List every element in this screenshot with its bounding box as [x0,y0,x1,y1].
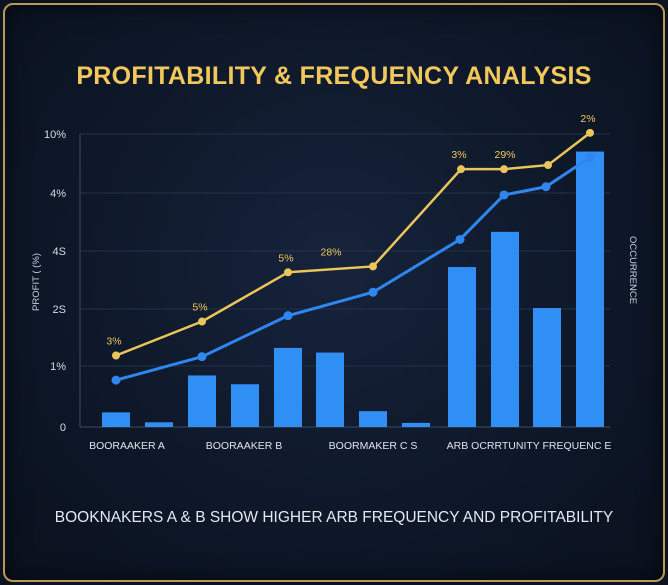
series-line-frequency [115,156,591,382]
point-frequency [541,182,551,192]
data-label: 5% [192,302,207,314]
y-tick-label: 4S [53,246,66,258]
bar [316,352,344,427]
point-profitability [586,128,594,137]
point-profitability [112,351,120,360]
data-label: 2% [580,113,595,125]
series-line-profitability [115,131,591,357]
point-profitability [284,268,292,277]
point-profitability [500,165,508,174]
y-axis-title: PROFIT ( (%) [31,253,42,311]
point-frequency [585,152,595,162]
chart-frame [3,3,665,582]
y-tick-label: 2S [53,304,66,316]
bar [359,411,387,427]
point-profitability [457,165,465,174]
point-profitability [544,161,552,170]
y2-axis-title: OCCURRENCE [627,236,638,304]
bar [188,375,216,427]
bar [448,267,476,427]
y-tick-label: 1% [50,361,66,373]
y-tick-label: 0 [60,422,66,434]
data-label: 3% [451,149,466,161]
data-label: 3% [106,336,121,348]
point-frequency [197,352,207,362]
bar [576,151,604,427]
bar [402,422,430,427]
bar [102,412,130,427]
x-group-label: ARB OCRRTUNITY FREQUENC E [447,440,612,452]
point-profitability [198,317,206,326]
data-label: 5% [278,252,293,264]
x-group-label: BOORAAKER B [206,440,282,452]
point-frequency [455,234,465,244]
data-label: 29% [494,149,515,161]
point-frequency [368,287,378,297]
x-group-label: BOORAAKER A [89,440,165,452]
chart-title: PROFITABILITY & FREQUENCY ANALYSIS [76,62,592,90]
bar [274,347,302,427]
y-tick-label: 4% [50,188,66,200]
bar [491,231,519,427]
data-label: 28% [320,246,341,258]
point-frequency [283,311,293,321]
bar [231,384,259,427]
point-profitability [369,262,377,271]
point-frequency [499,190,509,200]
x-group-label: BOORMAKER C S [329,440,418,452]
chart-caption: BOOKNAKERS A & B SHOW HIGHER ARB FREQUEN… [54,509,614,526]
bar [145,422,173,427]
point-frequency [111,375,121,385]
bar [533,308,561,427]
y-tick-label: 10% [44,129,66,141]
